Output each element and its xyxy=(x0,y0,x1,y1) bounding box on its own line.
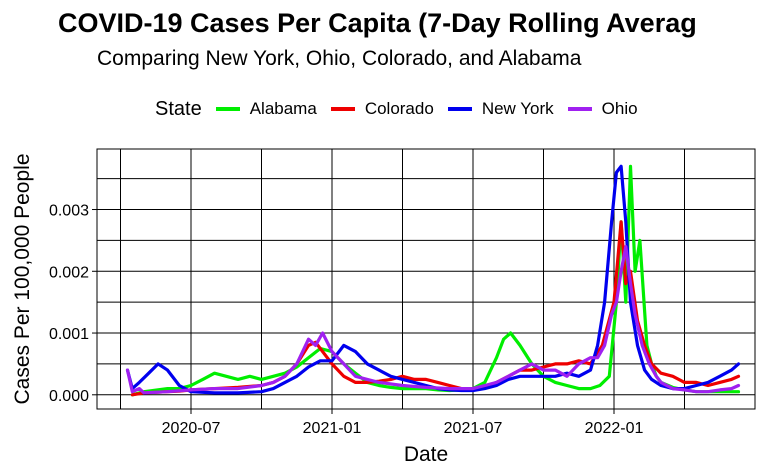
y-tick-label: 0.003 xyxy=(49,203,89,220)
x-tick-label: 2020-07 xyxy=(162,420,221,437)
series-line-new-york xyxy=(125,164,741,395)
x-tick-label: 2021-01 xyxy=(303,420,362,437)
x-tick-label: 2022-01 xyxy=(585,420,644,437)
axes: 0.000 0.001 0.002 0.003 2020-07 2021-01 2021-0… xyxy=(49,203,644,437)
x-axis-title: Date xyxy=(404,443,448,466)
legend-item-new-york: New York xyxy=(447,99,554,119)
series-lines xyxy=(125,164,741,397)
legend-key-new-york xyxy=(447,107,472,111)
legend-key-ohio xyxy=(567,107,592,111)
legend-label-alabama: Alabama xyxy=(249,99,317,118)
y-tick-label: 0.000 xyxy=(49,388,89,405)
series-line-ohio xyxy=(125,245,741,395)
legend-item-alabama: Alabama xyxy=(215,99,317,119)
y-axis-title: Cases Per 100,000 People xyxy=(11,153,34,404)
legend-label-new-york: New York xyxy=(481,99,554,118)
legend: State Alabama Colorado New York Ohio xyxy=(155,97,652,121)
chart-title: COVID-19 Cases Per Capita (7-Day Rolling… xyxy=(58,8,697,38)
legend-label-ohio: Ohio xyxy=(601,99,638,118)
legend-key-colorado xyxy=(330,107,355,111)
legend-item-ohio: Ohio xyxy=(567,99,638,119)
legend-label-colorado: Colorado xyxy=(364,99,434,118)
y-tick-label: 0.001 xyxy=(49,326,89,343)
legend-key-alabama xyxy=(215,107,240,111)
legend-item-colorado: Colorado xyxy=(330,99,434,119)
legend-title: State xyxy=(155,97,202,120)
x-tick-label: 2021-07 xyxy=(444,420,503,437)
y-tick-label: 0.002 xyxy=(49,264,89,281)
chart-subtitle: Comparing New York, Ohio, Colorado, and … xyxy=(97,47,582,70)
plot-panel xyxy=(96,148,756,410)
